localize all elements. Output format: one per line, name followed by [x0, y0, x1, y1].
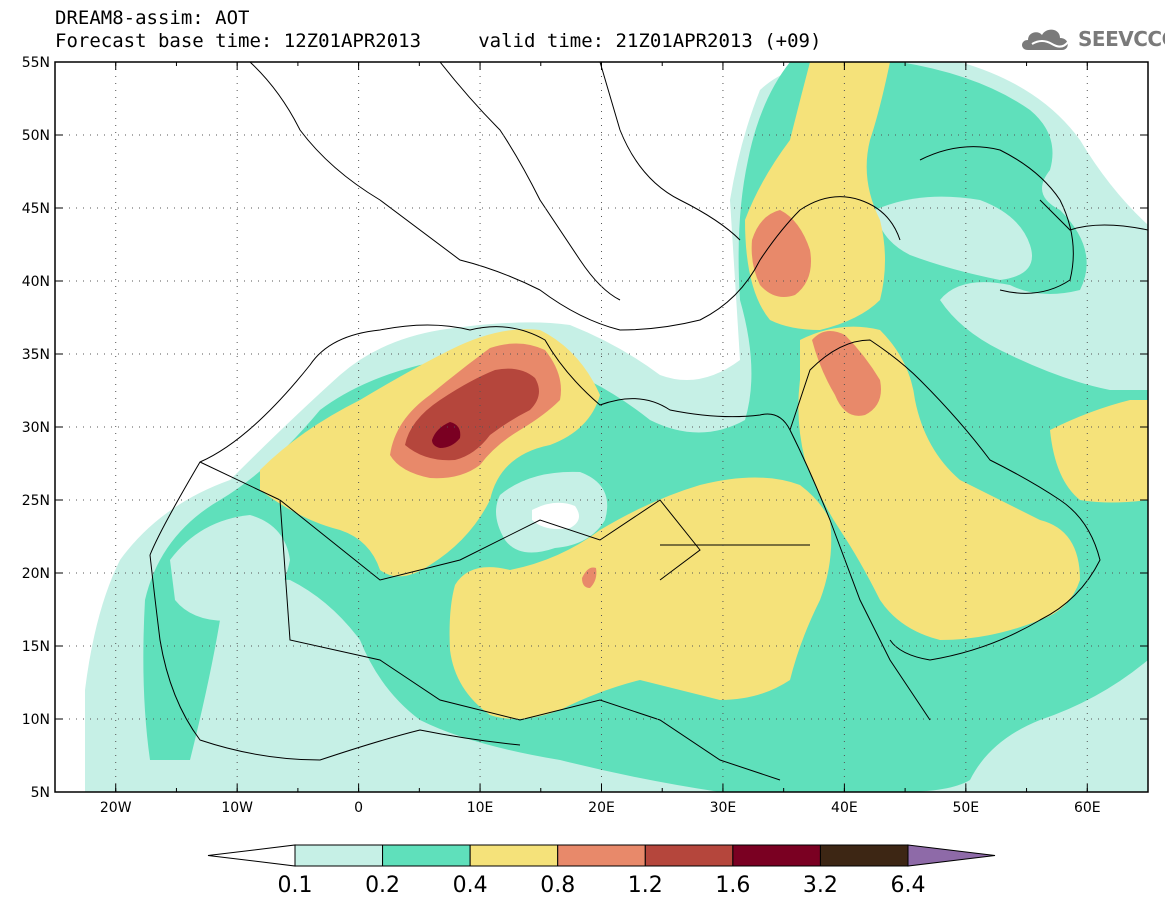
colorbar-low-extend — [207, 844, 296, 867]
logo-text: SEEVCCC — [1078, 27, 1165, 51]
cloud-icon — [1022, 29, 1069, 50]
colorbar-box — [732, 844, 821, 867]
lat-tick-label: 5N — [31, 785, 50, 801]
colorbar-box — [819, 844, 909, 867]
colorbar-level-label: 0.8 — [540, 873, 575, 898]
colorbar — [207, 844, 996, 867]
lon-tick-label: 40E — [831, 800, 858, 816]
lon-tick-label: 0 — [354, 800, 363, 816]
lat-tick-label: 50N — [22, 128, 50, 144]
colorbar-level-label: 0.2 — [365, 873, 400, 898]
gridlines — [55, 62, 1148, 792]
lat-tick-label: 45N — [22, 201, 50, 217]
lon-tick-label: 20E — [588, 800, 615, 816]
colorbar-level-label: 1.6 — [715, 873, 750, 898]
lat-tick-label: 40N — [22, 274, 50, 290]
colorbar-box — [469, 844, 559, 867]
colorbar-level-label: 3.2 — [803, 873, 838, 898]
colorbar-level-label: 0.1 — [278, 873, 313, 898]
colorbar-box — [557, 844, 646, 867]
coastlines — [149, 62, 1148, 781]
colorbar-high-extend — [907, 844, 996, 867]
colorbar-box — [294, 844, 384, 867]
latitude-labels: 55N 50N 45N 40N 35N 30N 25N 20N 15N 10N 5N — [22, 55, 50, 801]
colorbar-box — [644, 844, 734, 867]
colorbar-box — [382, 844, 471, 867]
lat-tick-label: 35N — [22, 347, 50, 363]
lon-tick-label: 50E — [952, 800, 979, 816]
map-title: DREAM8-assim: AOT — [55, 7, 250, 29]
colorbar-labels: 0.1 0.2 0.4 0.8 1.2 1.6 3.2 6.4 — [278, 873, 926, 898]
seevccc-logo: SEEVCCC — [1018, 22, 1165, 56]
colorbar-level-label: 0.4 — [453, 873, 488, 898]
longitude-labels: 20W 10W 0 10E 20E 30E 40E 50E 60E — [100, 800, 1101, 816]
lat-tick-label: 20N — [22, 566, 50, 582]
aot-field — [85, 62, 1148, 792]
lat-tick-label: 25N — [22, 493, 50, 509]
colorbar-level-label: 6.4 — [891, 873, 926, 898]
lon-tick-label: 10W — [221, 800, 253, 816]
axis-ticks — [54, 61, 1149, 793]
lon-tick-label: 60E — [1074, 800, 1101, 816]
colorbar-level-label: 1.2 — [628, 873, 663, 898]
lon-tick-label: 30E — [710, 800, 737, 816]
aot-band-1.6 — [432, 422, 461, 448]
lon-tick-label: 10E — [467, 800, 494, 816]
lon-tick-label: 20W — [100, 800, 132, 816]
lat-tick-label: 30N — [22, 420, 50, 436]
lat-tick-label: 55N — [22, 55, 50, 71]
map-subtitle: Forecast base time: 12Z01APR2013 valid t… — [55, 30, 822, 52]
lat-tick-label: 15N — [22, 639, 50, 655]
lat-tick-label: 10N — [22, 712, 50, 728]
